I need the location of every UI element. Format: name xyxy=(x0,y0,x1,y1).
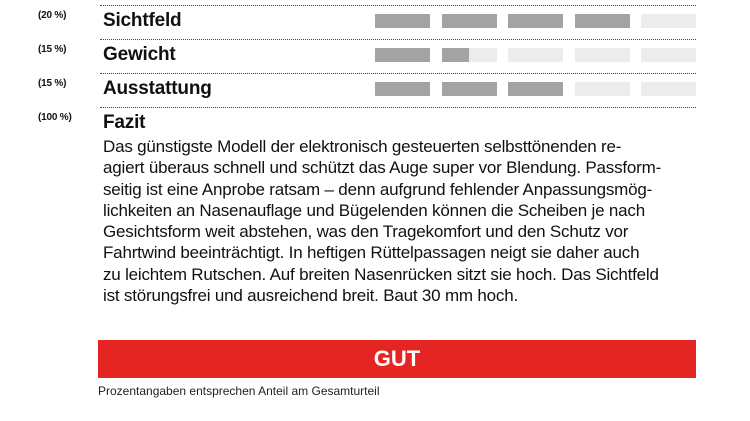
rating-segment-fill xyxy=(375,14,430,28)
fazit-line: ist störungsfrei und ausreichend breit. … xyxy=(103,286,518,306)
fazit-line: Das günstigste Modell der elektronisch g… xyxy=(103,137,622,156)
fazit-line: seitig ist eine Anprobe ratsam – denn au… xyxy=(103,179,653,199)
divider xyxy=(100,107,696,108)
rating-segment-fill xyxy=(574,14,630,28)
fazit-title: Fazit xyxy=(103,112,146,133)
rating-segment xyxy=(641,82,696,96)
fazit-text: Das günstigste Modell der elektronisch g… xyxy=(103,136,703,306)
rating-segment-fill xyxy=(441,14,497,28)
fazit-percent: (100 %) xyxy=(38,112,72,123)
fazit-line: Gesichtsform weit abstehen, was den Trag… xyxy=(103,222,629,242)
rating-segment xyxy=(441,48,497,62)
rating-segment-fill xyxy=(441,48,469,62)
rating-segment xyxy=(641,48,696,62)
rating-segment-fill xyxy=(375,82,430,96)
rating-label: Sichtfeld xyxy=(103,10,182,31)
rating-segment xyxy=(574,48,630,62)
rating-segment xyxy=(441,14,497,28)
rating-segment xyxy=(574,14,630,28)
fazit-line: zu leichtem Rutschen. Auf breiten Nasenr… xyxy=(103,264,659,284)
rating-segment-fill xyxy=(508,82,563,96)
rating-label: Ausstattung xyxy=(103,78,212,99)
rating-percent: (15 %) xyxy=(38,44,67,55)
footnote: Prozentangaben entsprechen Anteil am Ges… xyxy=(98,384,380,398)
divider xyxy=(100,39,696,40)
verdict-label: GUT xyxy=(373,346,421,371)
rating-segment xyxy=(508,14,563,28)
rating-segment xyxy=(641,14,696,28)
divider xyxy=(100,73,696,74)
verdict-banner: GUT xyxy=(98,340,696,378)
rating-percent: (20 %) xyxy=(38,10,67,21)
rating-segment xyxy=(508,82,563,96)
rating-segment xyxy=(441,82,497,96)
rating-segment xyxy=(375,14,430,28)
rating-bar xyxy=(375,14,696,28)
rating-segment xyxy=(375,82,430,96)
rating-segment xyxy=(375,48,430,62)
fazit-line: Fahrtwind beeinträchtigt. In heftigen Rü… xyxy=(103,243,640,263)
rating-bar xyxy=(375,48,696,62)
rating-bar xyxy=(375,82,696,96)
rating-label: Gewicht xyxy=(103,44,176,65)
rating-segment-fill xyxy=(375,48,430,62)
rating-percent: (15 %) xyxy=(38,78,67,89)
rating-segment xyxy=(508,48,563,62)
rating-segment-fill xyxy=(508,14,563,28)
divider xyxy=(100,5,696,6)
rating-segment-fill xyxy=(441,82,497,96)
rating-segment xyxy=(574,82,630,96)
fazit-line: agiert überaus schnell und schützt das A… xyxy=(103,158,662,178)
fazit-line: lichkeiten an Nasenauflage und Bügelende… xyxy=(103,200,645,220)
